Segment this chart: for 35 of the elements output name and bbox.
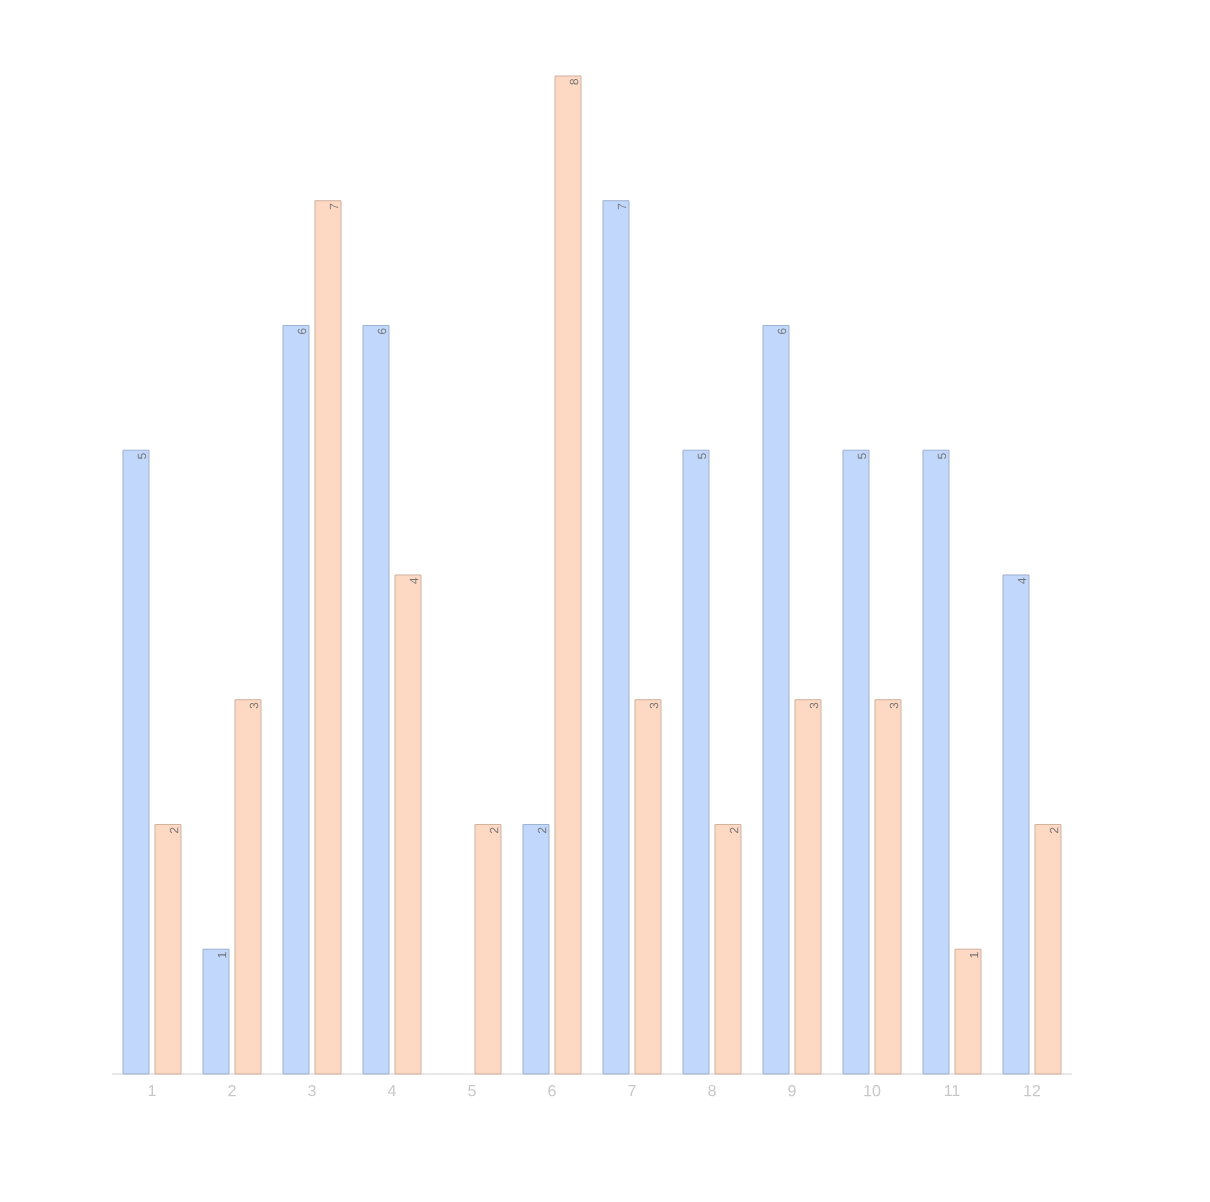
bar — [282, 324, 310, 1075]
x-tick-label: 3 — [308, 1085, 316, 1097]
x-tick-label: 1 — [148, 1085, 156, 1097]
bar — [794, 699, 822, 1075]
bar — [1002, 574, 1030, 1075]
x-tick-label: 10 — [864, 1085, 881, 1097]
bar — [762, 324, 790, 1075]
bar — [154, 823, 182, 1075]
x-tick-label: 8 — [708, 1085, 716, 1097]
bar — [922, 449, 950, 1075]
bar — [954, 948, 982, 1075]
bar — [234, 699, 262, 1075]
bar — [474, 823, 502, 1075]
x-tick-label: 2 — [228, 1085, 236, 1097]
bar — [314, 200, 342, 1075]
bar — [394, 574, 422, 1075]
x-tick-label: 6 — [548, 1085, 556, 1097]
x-tick-label: 5 — [468, 1085, 476, 1097]
bar — [362, 324, 390, 1075]
bar — [634, 699, 662, 1075]
x-tick-label: 4 — [387, 1085, 396, 1097]
bar — [202, 948, 230, 1075]
bar — [842, 449, 870, 1075]
bar — [602, 200, 630, 1075]
bar — [874, 699, 902, 1075]
bar — [714, 823, 742, 1075]
bar — [522, 823, 550, 1075]
bar — [1034, 823, 1062, 1075]
bar — [554, 75, 582, 1075]
x-tick-label: 12 — [1024, 1085, 1041, 1097]
x-tick-label: 7 — [628, 1085, 636, 1097]
bar — [122, 449, 150, 1075]
x-tick-label: 11 — [944, 1085, 960, 1097]
x-tick-label: 9 — [788, 1085, 796, 1097]
bar — [682, 449, 710, 1075]
